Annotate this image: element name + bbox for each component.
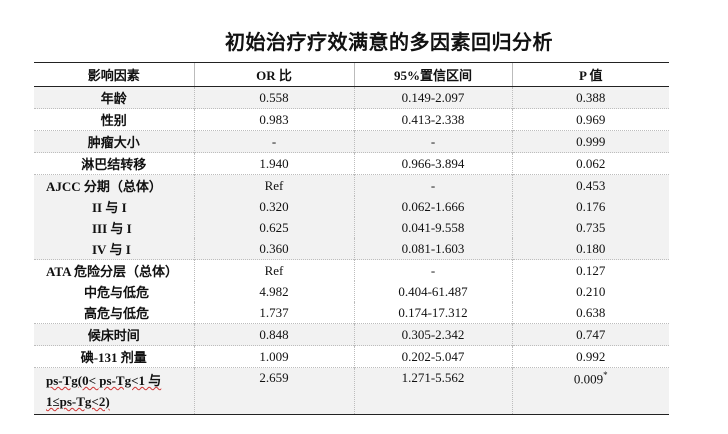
p-cell: 0.388 [511, 86, 669, 109]
p-cell: 0.210 [511, 281, 669, 302]
ci-cell: 0.041-9.558 [353, 217, 512, 238]
table-row: AJCC 分期（总体） Ref - 0.453 [34, 174, 669, 196]
or-cell: 1.737 [193, 302, 354, 324]
ci-cell: 1.271-5.562 [353, 367, 512, 415]
p-cell: 0.127 [511, 259, 669, 281]
factor-cell: ps-Tg(0< ps-Tg<1 与 1≤ps-Tg<2) [34, 367, 194, 415]
or-cell: 2.659 [193, 367, 354, 415]
or-cell: 1.940 [193, 152, 354, 175]
table-row: 肿瘤大小 - - 0.999 [34, 130, 669, 153]
significance-mark: * [603, 370, 608, 380]
ci-cell: 0.062-1.666 [353, 196, 512, 217]
p-cell: 0.735 [511, 217, 669, 238]
table-row: 碘-131 剂量 1.009 0.202-5.047 0.992 [34, 345, 669, 368]
table-row: 淋巴结转移 1.940 0.966-3.894 0.062 [34, 152, 669, 175]
ci-cell: 0.305-2.342 [353, 323, 512, 346]
header-row: 影响因素 OR 比 95%置信区间 P 值 [34, 62, 669, 87]
header-factor: 影响因素 [34, 62, 194, 87]
factor-line-1: ps-Tg(0< ps-Tg<1 与 [46, 373, 162, 388]
table-row: II 与 I 0.320 0.062-1.666 0.176 [34, 196, 669, 217]
ci-cell: 0.202-5.047 [353, 345, 512, 368]
p-cell: 0.969 [511, 108, 669, 131]
factor-line-2: 1≤ps-Tg<2) [46, 394, 110, 409]
p-cell: 0.999 [511, 130, 669, 153]
header-ci: 95%置信区间 [353, 62, 512, 87]
table-row: 中危与低危 4.982 0.404-61.487 0.210 [34, 281, 669, 302]
p-value: 0.009 [573, 371, 604, 387]
or-cell: 0.848 [193, 323, 354, 346]
or-cell: 0.360 [193, 238, 354, 260]
table-row: 高危与低危 1.737 0.174-17.312 0.638 [34, 302, 669, 324]
p-cell: 0.638 [511, 302, 669, 324]
table-row: 候床时间 0.848 0.305-2.342 0.747 [34, 323, 669, 346]
or-cell: 0.625 [193, 217, 354, 238]
table-row: IV 与 I 0.360 0.081-1.603 0.180 [34, 238, 669, 260]
regression-table: 影响因素 OR 比 95%置信区间 P 值 年龄 0.558 0.149-2.0… [34, 62, 669, 415]
p-cell: 0.180 [511, 238, 669, 260]
ci-cell: 0.966-3.894 [353, 152, 512, 175]
p-cell: 0.747 [511, 323, 669, 346]
or-cell: 0.983 [193, 108, 354, 131]
table-title: 初始治疗疗效满意的多因素回归分析 [225, 30, 553, 54]
table-row: III 与 I 0.625 0.041-9.558 0.735 [34, 217, 669, 238]
table-row: 性别 0.983 0.413-2.338 0.969 [34, 108, 669, 131]
table-row: ATA 危险分层（总体） Ref - 0.127 [34, 259, 669, 281]
factor-cell: 性别 [34, 108, 194, 131]
or-cell: Ref [193, 174, 354, 196]
ci-cell: - [353, 130, 512, 153]
table-row: ps-Tg(0< ps-Tg<1 与 1≤ps-Tg<2) 2.659 1.27… [34, 367, 669, 415]
header-p: P 值 [511, 62, 669, 87]
factor-cell: 碘-131 剂量 [34, 345, 194, 368]
ci-cell: - [353, 174, 512, 196]
factor-cell: III 与 I [34, 217, 194, 238]
ci-cell: 0.413-2.338 [353, 108, 512, 131]
p-cell: 0.453 [511, 174, 669, 196]
factor-cell: II 与 I [34, 196, 194, 217]
factor-cell: 年龄 [34, 86, 194, 109]
factor-cell: 高危与低危 [84, 306, 150, 321]
ci-cell: 0.404-61.487 [353, 281, 512, 302]
ci-cell: 0.174-17.312 [353, 302, 512, 324]
ci-cell: 0.149-2.097 [353, 86, 512, 109]
or-cell: - [193, 130, 354, 153]
header-or: OR 比 [193, 62, 354, 87]
or-cell: 0.320 [193, 196, 354, 217]
ci-cell: 0.081-1.603 [353, 238, 512, 260]
factor-cell: 肿瘤大小 [34, 130, 194, 153]
factor-cell: AJCC 分期（总体） [34, 174, 194, 196]
factor-cell: 淋巴结转移 [34, 152, 194, 175]
p-cell: 0.992 [511, 345, 669, 368]
or-cell: 1.009 [193, 345, 354, 368]
factor-cell: ATA 危险分层（总体） [34, 259, 194, 281]
factor-cell: 中危与低危 [84, 285, 150, 300]
p-cell: 0.009* [511, 367, 669, 415]
ci-cell: - [353, 259, 512, 281]
p-cell: 0.176 [511, 196, 669, 217]
or-cell: Ref [193, 259, 354, 281]
p-cell: 0.062 [511, 152, 669, 175]
table-row: 年龄 0.558 0.149-2.097 0.388 [34, 86, 669, 109]
or-cell: 4.982 [193, 281, 354, 302]
factor-cell: 候床时间 [34, 323, 194, 346]
or-cell: 0.558 [193, 86, 354, 109]
factor-cell: IV 与 I [34, 238, 194, 260]
